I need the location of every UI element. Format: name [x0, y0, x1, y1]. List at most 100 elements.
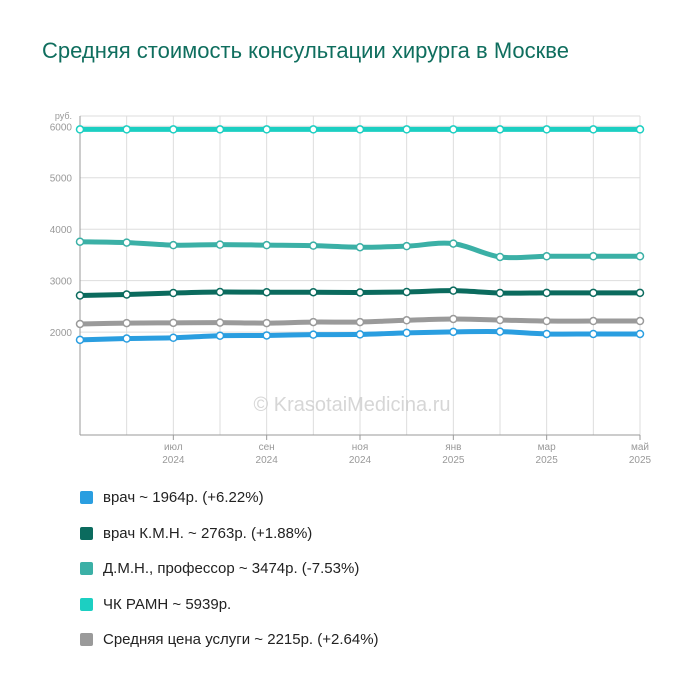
data-point	[355, 317, 365, 327]
legend-label: Средняя цена услуги ~ 2215р. (+2.64%)	[103, 631, 379, 649]
data-point	[75, 291, 85, 300]
data-point	[122, 125, 131, 134]
data-point	[449, 239, 458, 248]
data-point	[75, 335, 85, 345]
data-point	[75, 319, 85, 329]
data-point	[635, 125, 645, 134]
data-point	[215, 331, 225, 340]
data-point	[215, 287, 225, 297]
data-point	[122, 334, 131, 343]
data-point	[402, 125, 411, 134]
data-point	[309, 287, 318, 297]
chart-legend: врач ~ 1964р. (+6.22%) врач К.М.Н. ~ 276…	[80, 480, 660, 658]
x-tick-label-month: сен	[259, 442, 275, 453]
data-point	[495, 315, 505, 325]
y-tick-label: 6000	[50, 122, 73, 133]
legend-item-vrach[interactable]: врач ~ 1964р. (+6.22%)	[80, 480, 660, 516]
data-point	[495, 252, 505, 262]
y-tick-label: 4000	[50, 225, 73, 236]
data-point	[542, 252, 551, 261]
data-point	[169, 288, 178, 298]
data-point	[635, 316, 645, 326]
data-point	[169, 240, 178, 250]
data-point	[635, 252, 645, 261]
data-point	[355, 330, 365, 339]
data-point	[355, 288, 365, 297]
data-point	[262, 240, 271, 250]
data-point	[449, 125, 458, 134]
data-point	[402, 328, 411, 338]
data-point	[215, 240, 225, 249]
legend-swatch	[80, 562, 93, 576]
data-point	[262, 125, 271, 134]
data-point	[589, 252, 598, 261]
x-tick-label-month: июл	[164, 442, 183, 453]
x-tick-label-year: 2024	[162, 455, 185, 466]
data-point	[122, 290, 131, 299]
legend-item-chk-ramn[interactable]: ЧК РАМН ~ 5939р.	[80, 587, 660, 623]
chart-title: Средняя стоимость консультации хирурга в…	[42, 38, 569, 63]
legend-item-average-price[interactable]: Средняя цена услуги ~ 2215р. (+2.64%)	[80, 622, 660, 658]
data-point	[75, 237, 85, 246]
legend-swatch	[80, 597, 93, 611]
x-tick-label-year: 2025	[442, 455, 465, 466]
x-tick-label-year: 2025	[536, 455, 559, 466]
y-tick-label: 2000	[50, 328, 73, 339]
data-point	[589, 288, 598, 298]
data-point	[542, 125, 551, 134]
data-point	[169, 318, 178, 328]
data-point	[262, 318, 271, 328]
x-tick-label-year: 2024	[256, 455, 279, 466]
legend-label: Д.М.Н., профессор ~ 3474р. (-7.53%)	[103, 560, 360, 578]
data-point	[355, 125, 365, 134]
data-point	[495, 288, 505, 298]
data-point	[75, 125, 85, 134]
data-point	[122, 238, 131, 247]
data-point	[169, 125, 178, 134]
data-point	[589, 125, 598, 134]
data-point	[495, 327, 505, 336]
legend-item-dmn-professor[interactable]: Д.М.Н., профессор ~ 3474р. (-7.53%)	[80, 551, 660, 587]
data-point	[495, 125, 505, 134]
data-point	[355, 242, 365, 252]
data-point	[542, 316, 551, 326]
data-point	[309, 125, 318, 134]
x-tick-label-month: янв	[445, 442, 461, 453]
data-point	[449, 286, 458, 295]
y-axis-unit-label: руб.	[55, 111, 72, 121]
legend-swatch	[80, 633, 93, 647]
data-point	[169, 333, 178, 343]
y-tick-label: 5000	[50, 174, 73, 185]
data-point	[542, 288, 551, 298]
legend-swatch	[80, 526, 93, 540]
watermark: © KrasotaiMedicina.ru	[253, 394, 450, 416]
data-point	[309, 317, 318, 327]
legend-label: врач ~ 1964р. (+6.22%)	[103, 489, 264, 507]
legend-swatch	[80, 491, 93, 505]
data-point	[402, 241, 411, 251]
data-point	[542, 329, 551, 339]
x-tick-label-year: 2024	[349, 455, 372, 466]
y-tick-label: 3000	[50, 277, 73, 288]
data-point	[449, 314, 458, 324]
data-point	[262, 287, 271, 297]
data-point	[262, 331, 271, 340]
legend-label: ЧК РАМН ~ 5939р.	[103, 595, 232, 613]
x-tick-label-month: мар	[538, 442, 556, 453]
data-point	[449, 327, 458, 337]
legend-label: врач К.М.Н. ~ 2763р. (+1.88%)	[103, 524, 313, 542]
data-point	[589, 329, 598, 339]
data-point	[122, 318, 131, 328]
x-tick-label-month: ноя	[352, 442, 369, 453]
legend-item-vrach-kmn[interactable]: врач К.М.Н. ~ 2763р. (+1.88%)	[80, 516, 660, 552]
x-tick-label-year: 2025	[629, 455, 652, 466]
data-point	[589, 316, 598, 326]
x-tick-label-month: май	[631, 442, 649, 453]
data-point	[309, 330, 318, 339]
data-point	[635, 329, 645, 339]
data-point	[215, 125, 225, 134]
data-point	[309, 241, 318, 250]
data-point	[635, 288, 645, 298]
data-point	[402, 287, 411, 297]
